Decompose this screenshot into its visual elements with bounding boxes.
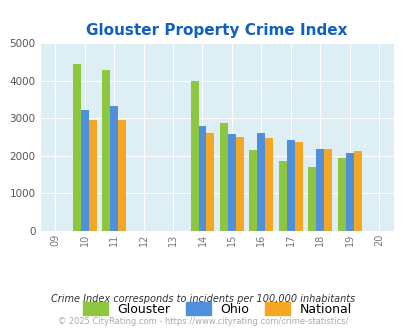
Bar [278,161,286,231]
Bar [345,153,353,231]
Legend: Glouster, Ohio, National: Glouster, Ohio, National [77,297,356,321]
Bar [110,106,118,231]
Bar [249,150,257,231]
Bar [286,140,294,231]
Text: Crime Index corresponds to incidents per 100,000 inhabitants: Crime Index corresponds to incidents per… [51,294,354,304]
Bar [353,151,361,231]
Bar [235,137,243,231]
Bar [307,167,315,231]
Bar [206,133,214,231]
Bar [102,70,110,231]
Bar [190,81,198,231]
Bar [198,126,206,231]
Bar [315,149,324,231]
Bar [294,142,302,231]
Bar [118,120,126,231]
Bar [265,139,273,231]
Bar [89,120,96,231]
Bar [81,110,89,231]
Bar [257,133,265,231]
Title: Glouster Property Crime Index: Glouster Property Crime Index [86,22,347,38]
Text: © 2025 CityRating.com - https://www.cityrating.com/crime-statistics/: © 2025 CityRating.com - https://www.city… [58,317,347,326]
Bar [227,134,235,231]
Bar [324,148,331,231]
Bar [337,158,345,231]
Bar [220,123,227,231]
Bar [72,64,81,231]
